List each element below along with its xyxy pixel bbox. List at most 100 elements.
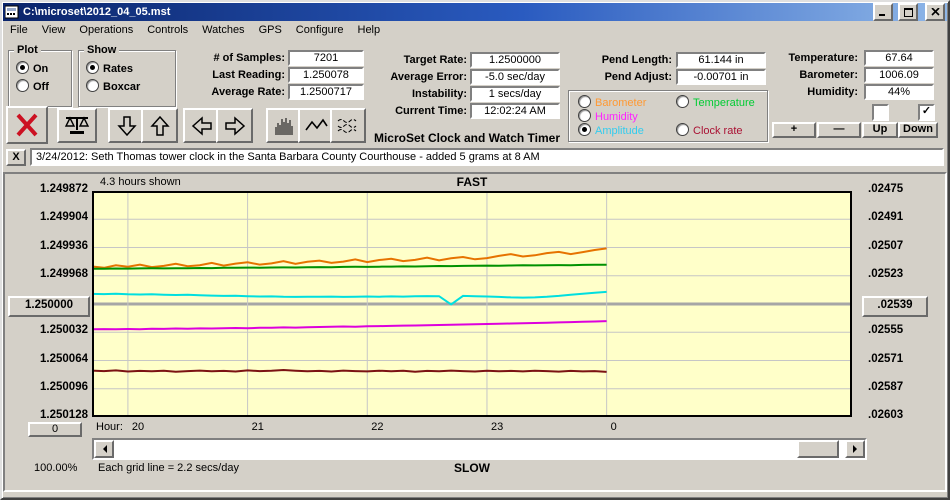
samples-field[interactable]: 7201 xyxy=(288,50,364,66)
last-reading-field[interactable]: 1.250078 xyxy=(288,67,364,83)
x-tick-label: 0 xyxy=(611,421,617,433)
radio-icon xyxy=(86,61,99,74)
balance-scale-icon xyxy=(64,114,90,137)
menu-gps[interactable]: GPS xyxy=(252,22,289,39)
yr-axis-label: .02507 xyxy=(868,240,940,256)
line-view-button[interactable] xyxy=(298,108,334,143)
instability-field[interactable]: 1 secs/day xyxy=(470,86,560,102)
shift-down-button[interactable] xyxy=(108,108,145,143)
target-rate-field[interactable]: 1.2500000 xyxy=(470,52,560,68)
scrollbar-right-arrow[interactable] xyxy=(845,440,865,458)
note-close-button[interactable]: X xyxy=(6,149,26,166)
radio-icon xyxy=(578,95,591,108)
menu-operations[interactable]: Operations xyxy=(72,22,140,39)
amplitude-radio[interactable]: Amplitude xyxy=(578,123,644,137)
plot-on-label: On xyxy=(33,63,48,75)
line-plot-icon xyxy=(304,115,328,137)
up-button[interactable]: Up xyxy=(862,122,898,138)
clock-rate-radio[interactable]: Clock rate xyxy=(676,123,743,137)
scroll-right-button[interactable] xyxy=(216,108,253,143)
balance-button[interactable] xyxy=(57,108,97,143)
menu-help[interactable]: Help xyxy=(351,22,388,39)
samples-label: # of Samples: xyxy=(185,52,285,64)
arrow-left-icon xyxy=(191,115,213,137)
humidity-label: Humidity: xyxy=(758,86,858,98)
grid-note-label: Each grid line = 2.2 secs/day xyxy=(98,462,239,474)
radio-icon xyxy=(578,109,591,122)
clock-rate-radio-label: Clock rate xyxy=(693,125,743,137)
humidity-radio-label: Humidity xyxy=(595,111,638,123)
show-rates-label: Rates xyxy=(103,63,133,75)
yl-axis-label: 1.250096 xyxy=(6,381,88,397)
menu-controls[interactable]: Controls xyxy=(140,22,195,39)
hour-axis-label: Hour: xyxy=(96,421,123,433)
yr-axis-label: .02555 xyxy=(868,324,940,340)
clear-button[interactable] xyxy=(6,106,48,144)
menu-file[interactable]: File xyxy=(3,22,35,39)
histogram-view-button[interactable] xyxy=(266,108,302,143)
minus-button[interactable]: — xyxy=(817,122,861,138)
title-bar: C:\microset\2012_04_05.mst xyxy=(3,3,947,21)
show-rates-radio[interactable]: Rates xyxy=(86,61,133,75)
pend-adjust-field[interactable]: -0.00701 in xyxy=(676,69,766,85)
slow-label: SLOW xyxy=(372,461,572,475)
show-boxcar-radio[interactable]: Boxcar xyxy=(86,79,140,93)
left-checkbox[interactable] xyxy=(872,104,889,121)
shift-up-button[interactable] xyxy=(141,108,178,143)
minimize-button[interactable] xyxy=(873,3,893,21)
temperature-field[interactable]: 67.64 xyxy=(864,50,934,66)
right-checkbox[interactable]: ✓ xyxy=(918,104,935,121)
menu-watches[interactable]: Watches xyxy=(195,22,251,39)
raw-view-button[interactable] xyxy=(330,108,366,143)
yl-axis-label: 1.249968 xyxy=(6,268,88,284)
current-time-label: Current Time: xyxy=(367,105,467,117)
window-title: C:\microset\2012_04_05.mst xyxy=(23,6,868,18)
temperature-radio[interactable]: Temperature xyxy=(676,95,755,109)
zero-button[interactable]: 0 xyxy=(28,422,82,437)
red-x-icon xyxy=(13,112,41,138)
average-rate-field[interactable]: 1.2500717 xyxy=(288,84,364,100)
note-field[interactable]: 3/24/2012: Seth Thomas tower clock in th… xyxy=(30,148,944,166)
barometer-field[interactable]: 1006.09 xyxy=(864,67,934,83)
yr-axis-label: .02491 xyxy=(868,211,940,227)
temperature-radio-label: Temperature xyxy=(693,97,755,109)
pend-adjust-label: Pend Adjust: xyxy=(572,71,672,83)
close-button[interactable] xyxy=(925,3,945,21)
scroll-left-button[interactable] xyxy=(183,108,220,143)
show-group-title: Show xyxy=(84,44,119,56)
yl-axis-label: 1.250064 xyxy=(6,353,88,369)
radio-icon xyxy=(578,123,591,136)
down-button[interactable]: Down xyxy=(898,122,938,138)
humidity-radio[interactable]: Humidity xyxy=(578,109,638,123)
plus-button[interactable]: + xyxy=(772,122,816,138)
plot-off-radio[interactable]: Off xyxy=(16,79,49,93)
yl-axis-center-button[interactable]: 1.250000 xyxy=(8,296,90,317)
radio-icon xyxy=(16,79,29,92)
yr-axis-label: .02475 xyxy=(868,183,940,199)
plot-on-radio[interactable]: On xyxy=(16,61,48,75)
plot-off-label: Off xyxy=(33,81,49,93)
arrow-up-icon xyxy=(149,115,171,137)
humidity-field[interactable]: 44% xyxy=(864,84,934,100)
chart-scrollbar[interactable] xyxy=(92,438,867,460)
menu-view[interactable]: View xyxy=(35,22,73,39)
barometer-radio[interactable]: Barometer xyxy=(578,95,646,109)
arrow-down-icon xyxy=(116,115,138,137)
menu-configure[interactable]: Configure xyxy=(289,22,351,39)
yl-axis-label: 1.249936 xyxy=(6,240,88,256)
instability-label: Instability: xyxy=(367,88,467,100)
raw-data-icon xyxy=(336,115,360,137)
average-error-field[interactable]: -5.0 sec/day xyxy=(470,69,560,85)
pend-length-field[interactable]: 61.144 in xyxy=(676,52,766,68)
scrollbar-thumb[interactable] xyxy=(797,440,839,458)
app-title: MicroSet Clock and Watch Timer xyxy=(362,131,572,145)
scrollbar-left-arrow[interactable] xyxy=(94,440,114,458)
radio-icon xyxy=(676,123,689,136)
x-tick-label: 22 xyxy=(371,421,383,433)
amplitude-radio-label: Amplitude xyxy=(595,125,644,137)
yr-axis-center-button[interactable]: .02539 xyxy=(862,296,928,317)
current-time-field[interactable]: 12:02:24 AM xyxy=(470,103,560,119)
radio-icon xyxy=(676,95,689,108)
maximize-button[interactable] xyxy=(898,3,918,21)
yr-axis-label: .02603 xyxy=(868,409,940,425)
